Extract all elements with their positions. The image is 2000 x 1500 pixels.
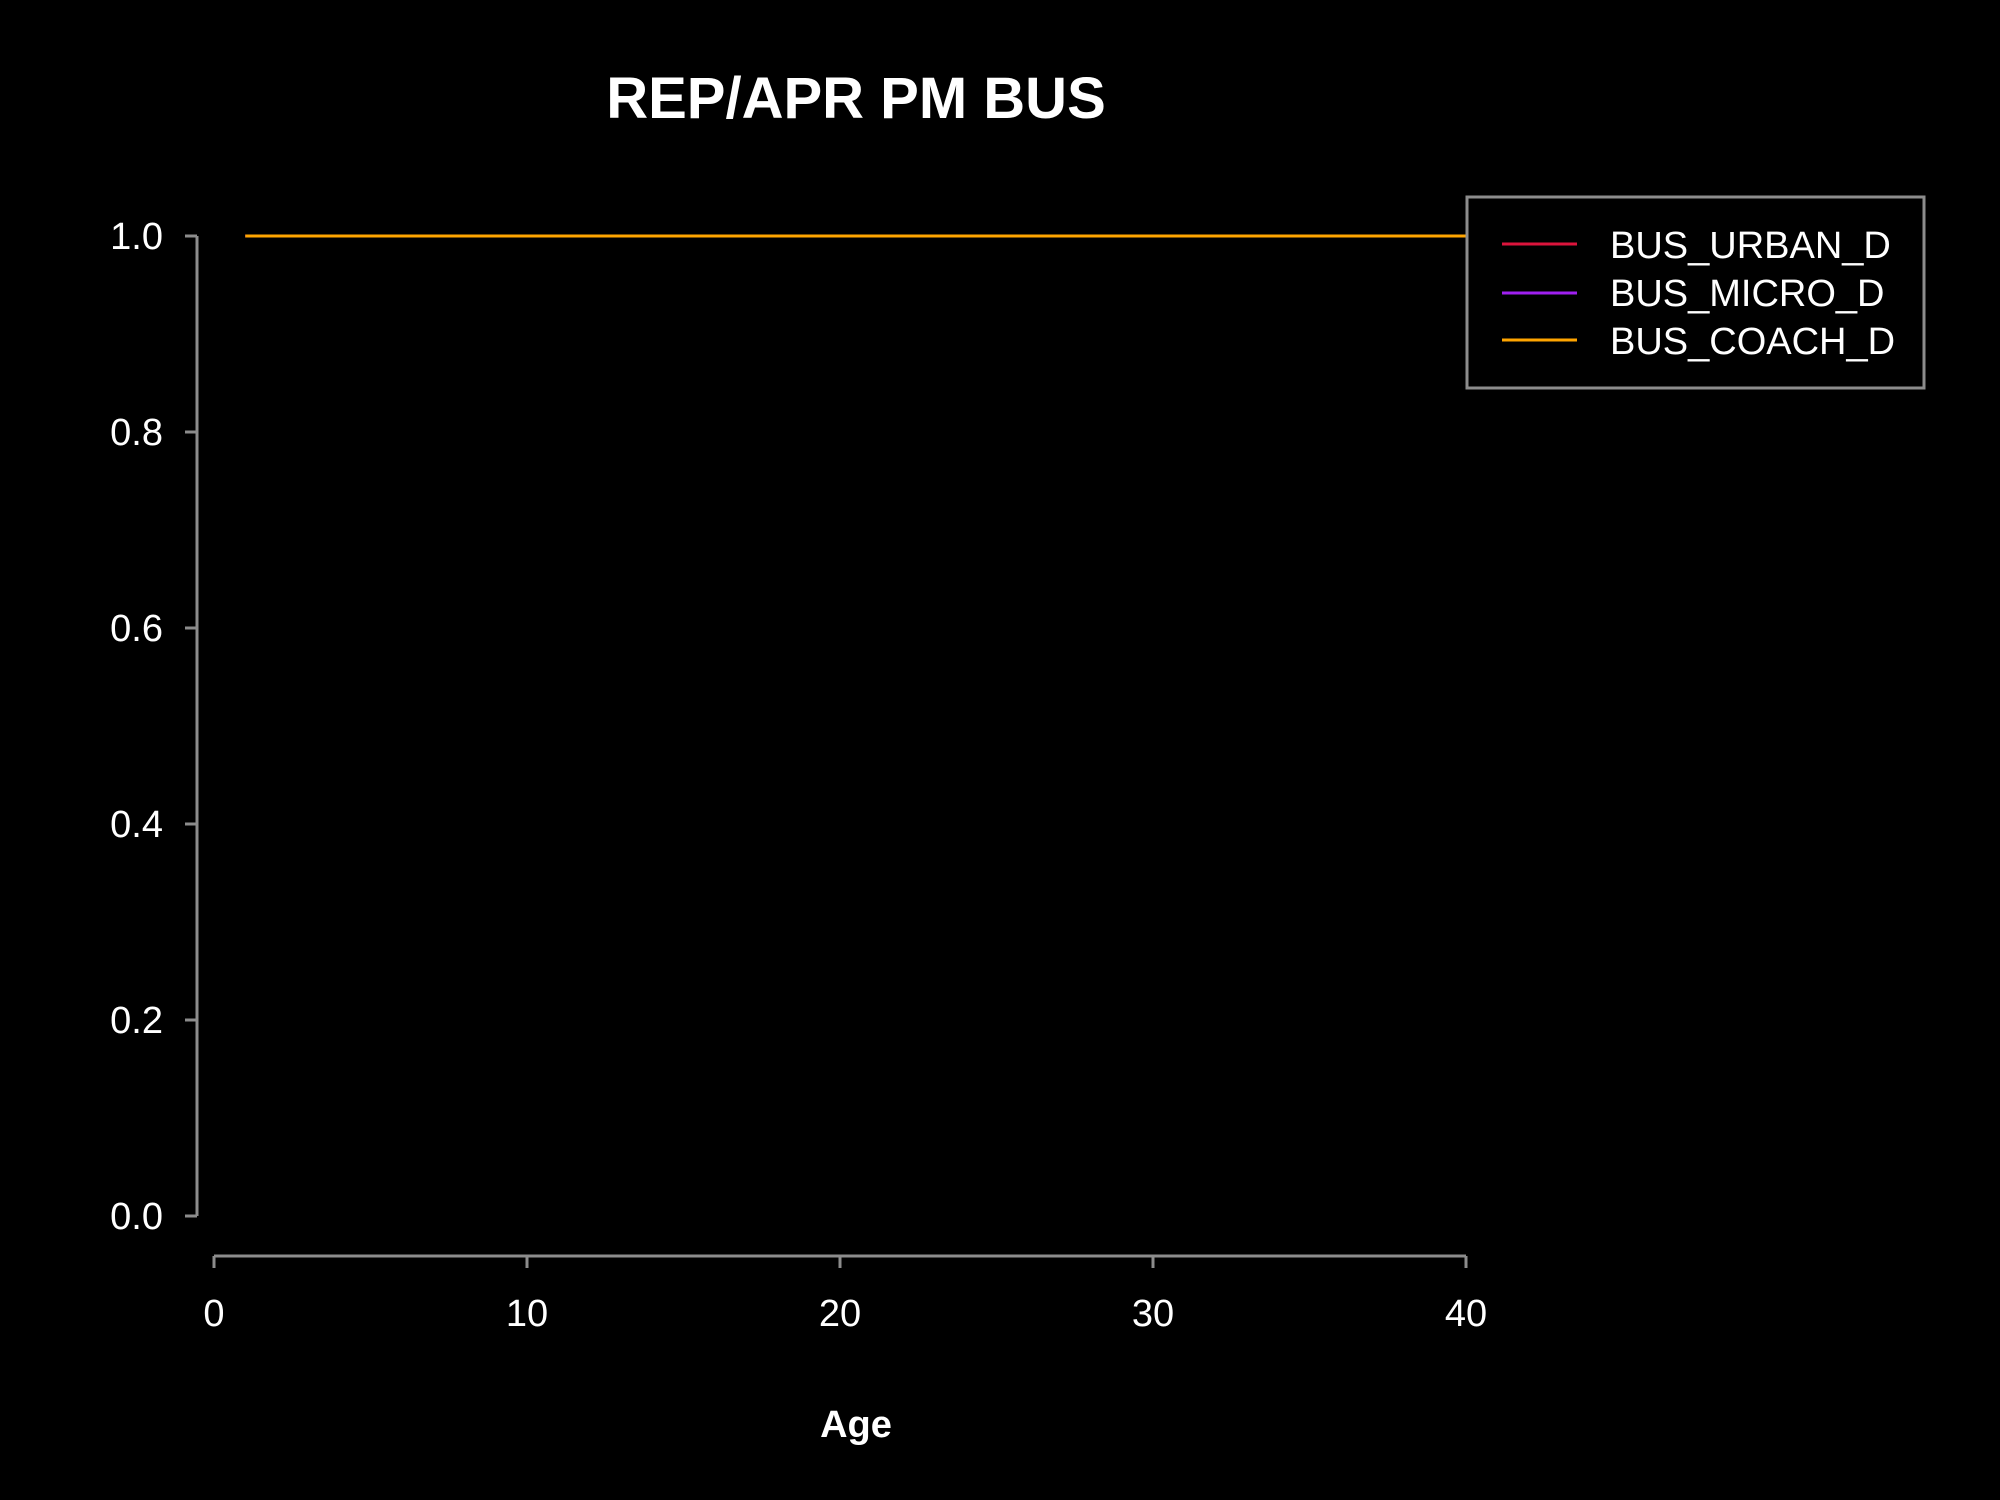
- legend-label-bus-coach-d: BUS_COACH_D: [1610, 321, 1895, 363]
- x-axis: 0 10 20 30 40: [203, 1254, 1487, 1335]
- legend-label-bus-urban-d: BUS_URBAN_D: [1610, 225, 1891, 267]
- chart-title: REP/APR PM BUS: [606, 66, 1106, 131]
- x-tick-label: 30: [1132, 1293, 1174, 1335]
- x-tick-label: 20: [819, 1293, 861, 1335]
- y-tick-label: 0.6: [110, 608, 163, 650]
- y-axis: 0.0 0.2 0.4 0.6 0.8 1.0: [110, 216, 199, 1238]
- y-tick-label: 0.8: [110, 412, 163, 454]
- y-tick-label: 0.4: [110, 804, 163, 846]
- x-axis-label: Age: [820, 1404, 892, 1446]
- y-tick-label: 0.2: [110, 1000, 163, 1042]
- x-tick-label: 10: [506, 1293, 548, 1335]
- x-axis-ticks: 0 10 20 30 40: [203, 1256, 1487, 1335]
- legend: BUS_URBAN_D BUS_MICRO_D BUS_COACH_D: [1465, 195, 1926, 390]
- y-axis-ticks: 0.0 0.2 0.4 0.6 0.8 1.0: [110, 216, 197, 1238]
- x-tick-label: 0: [203, 1293, 224, 1335]
- y-tick-label: 1.0: [110, 216, 163, 258]
- y-tick-label: 0.0: [110, 1196, 163, 1238]
- legend-label-bus-micro-d: BUS_MICRO_D: [1610, 273, 1885, 315]
- x-tick-label: 40: [1445, 1293, 1487, 1335]
